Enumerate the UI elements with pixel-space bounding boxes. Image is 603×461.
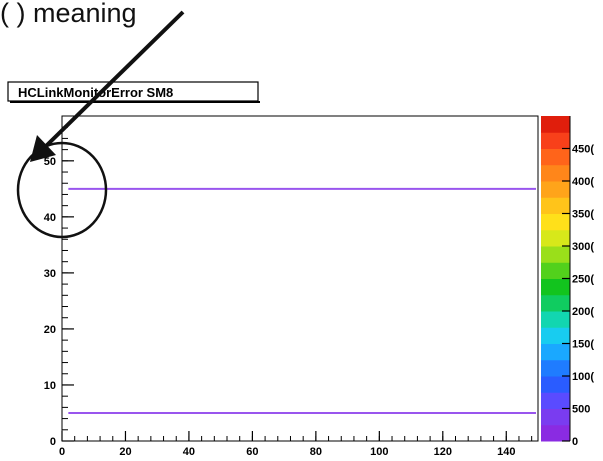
y-tick-label: 0 bbox=[50, 436, 56, 448]
x-tick-label: 140 bbox=[497, 446, 515, 458]
y-tick-label: 20 bbox=[44, 324, 56, 336]
color-scale-label: 100( bbox=[572, 371, 594, 383]
color-scale-swatch bbox=[541, 262, 570, 279]
color-scale-swatch bbox=[541, 181, 570, 198]
color-scale-swatch bbox=[541, 359, 570, 377]
x-tick-label: 20 bbox=[119, 446, 131, 458]
color-scale-label: 400( bbox=[572, 176, 594, 188]
color-scale-swatch bbox=[541, 343, 570, 361]
x-tick-label: 120 bbox=[434, 446, 452, 458]
color-scale-swatch bbox=[541, 327, 570, 344]
color-scale-swatch bbox=[541, 424, 570, 442]
color-scale-swatch bbox=[541, 278, 570, 296]
color-scale-label: 0 bbox=[572, 436, 578, 448]
color-scale-swatch bbox=[541, 376, 570, 393]
color-scale-swatch bbox=[541, 213, 570, 231]
color-scale-label: 250( bbox=[572, 274, 594, 286]
color-scale-swatch bbox=[541, 197, 570, 214]
color-scale-label: 150( bbox=[572, 339, 594, 351]
series-lines bbox=[68, 187, 536, 414]
chart-title: HCLinkMonitorError SM8 bbox=[18, 85, 173, 100]
annotation-circle bbox=[16, 141, 108, 239]
color-scale-label: 450( bbox=[572, 144, 594, 156]
color-scale-label: 350( bbox=[572, 209, 594, 221]
plot-frame bbox=[61, 115, 539, 442]
color-scale-label: 200( bbox=[572, 306, 594, 318]
x-tick-label: 0 bbox=[59, 446, 65, 458]
x-tick-label: 80 bbox=[310, 446, 322, 458]
chart-title-box: HCLinkMonitorError SM8 bbox=[7, 81, 260, 103]
color-scale-label: 300( bbox=[572, 241, 594, 253]
color-scale-label: 500 bbox=[572, 404, 590, 416]
y-axis: 0 10 20 30 40 50 bbox=[44, 156, 74, 448]
color-scale-swatch bbox=[541, 164, 570, 182]
x-tick-label: 60 bbox=[246, 446, 258, 458]
x-tick-label: 100 bbox=[370, 446, 388, 458]
color-scale-swatch bbox=[541, 148, 570, 166]
x-tick-label: 40 bbox=[183, 446, 195, 458]
y-tick-label: 10 bbox=[44, 380, 56, 392]
color-scale-swatch bbox=[541, 116, 570, 133]
color-scale: 0 500 100( 150( 200( 250( 300( 350( 400( 450( bbox=[541, 116, 594, 448]
color-scale-swatch bbox=[541, 294, 570, 312]
color-scale-swatch bbox=[541, 408, 570, 426]
color-scale-swatch bbox=[541, 246, 570, 263]
x-axis: 0 20 40 60 80 100 120 140 bbox=[59, 431, 515, 458]
y-tick-label: 30 bbox=[44, 268, 56, 280]
color-scale-swatch bbox=[541, 132, 570, 149]
color-scale-swatch bbox=[541, 392, 570, 409]
y-tick-label: 40 bbox=[44, 212, 56, 224]
y-tick-label: 50 bbox=[44, 156, 56, 168]
color-scale-swatch bbox=[541, 311, 570, 328]
caption-text: ( ) meaning bbox=[0, 0, 137, 28]
color-scale-swatch bbox=[541, 229, 570, 247]
